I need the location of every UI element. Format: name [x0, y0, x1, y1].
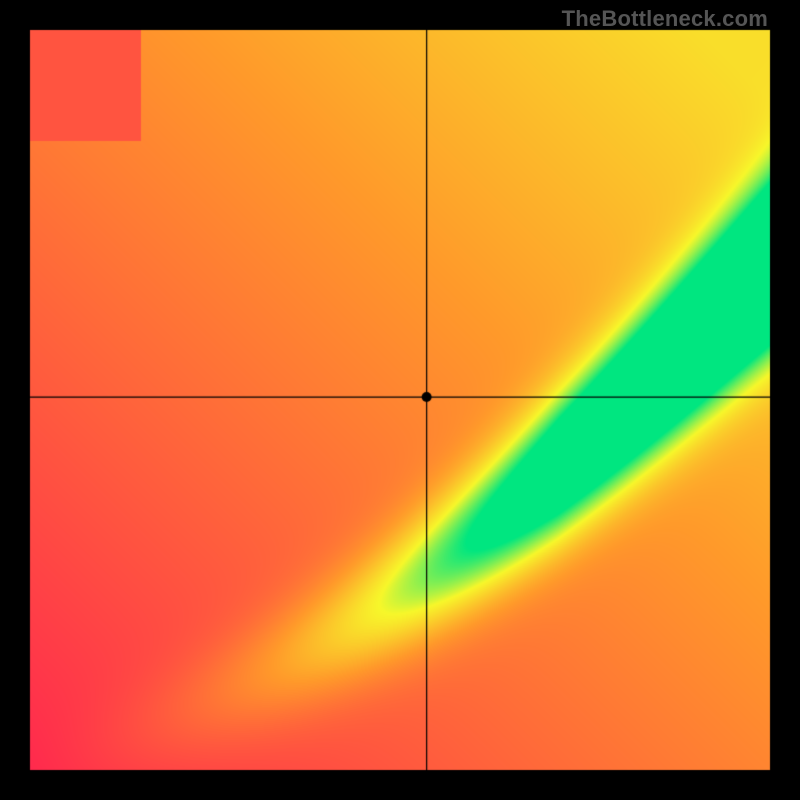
watermark-text: TheBottleneck.com	[562, 6, 768, 32]
bottleneck-heatmap	[0, 0, 800, 800]
chart-container: TheBottleneck.com	[0, 0, 800, 800]
